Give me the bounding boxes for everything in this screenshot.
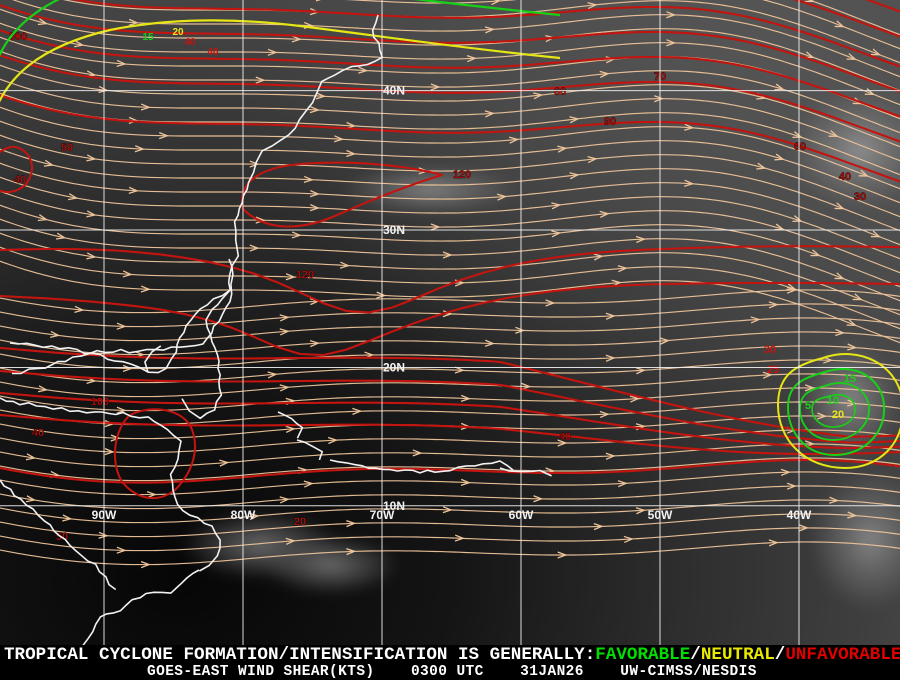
- svg-text:10N: 10N: [383, 499, 405, 513]
- svg-text:50W: 50W: [648, 508, 673, 522]
- svg-text:90W: 90W: [92, 508, 117, 522]
- svg-text:80W: 80W: [231, 508, 256, 522]
- svg-text:60W: 60W: [509, 508, 534, 522]
- svg-text:40N: 40N: [383, 84, 405, 98]
- svg-text:40W: 40W: [787, 508, 812, 522]
- svg-text:20N: 20N: [383, 361, 405, 375]
- svg-text:30N: 30N: [383, 223, 405, 237]
